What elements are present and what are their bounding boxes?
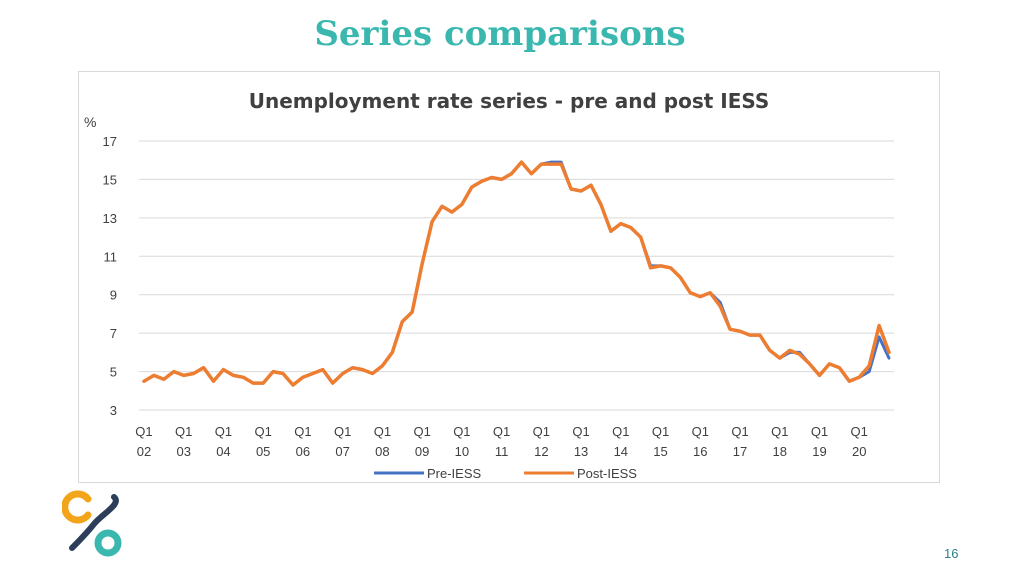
x-tick-year: 09	[415, 444, 429, 459]
x-tick-year: 05	[256, 444, 270, 459]
x-tick-quarter: Q1	[572, 424, 589, 439]
x-tick-year: 10	[455, 444, 469, 459]
x-tick-year: 13	[574, 444, 588, 459]
series-lines	[144, 162, 889, 385]
y-axis-ticks: 3 5 7 9 11 13 15 17	[103, 134, 117, 418]
x-tick-quarter: Q1	[731, 424, 748, 439]
x-tick-year: 16	[693, 444, 707, 459]
x-tick-quarter: Q1	[692, 424, 709, 439]
chart-frame: Unemployment rate series - pre and post …	[78, 71, 940, 483]
legend: Pre-IESS Post-IESS	[374, 466, 637, 481]
x-tick-year: 02	[137, 444, 151, 459]
x-tick-year: 15	[653, 444, 667, 459]
x-tick-quarter: Q1	[493, 424, 510, 439]
x-tick-quarter: Q1	[255, 424, 272, 439]
x-tick-quarter: Q1	[413, 424, 430, 439]
x-tick-year: 14	[614, 444, 628, 459]
x-tick-year: 18	[773, 444, 787, 459]
x-tick-year: 04	[216, 444, 230, 459]
x-tick-year: 11	[495, 444, 509, 459]
x-tick-quarter: Q1	[294, 424, 311, 439]
legend-label: Post-IESS	[577, 466, 637, 481]
x-tick-quarter: Q1	[771, 424, 788, 439]
y-tick-label: 7	[110, 326, 117, 341]
x-tick-year: 06	[296, 444, 310, 459]
y-tick-label: 9	[110, 288, 117, 303]
slide-title: Series comparisons	[0, 14, 1000, 54]
logo-icon	[62, 490, 126, 560]
x-tick-year: 07	[335, 444, 349, 459]
x-tick-quarter: Q1	[374, 424, 391, 439]
line-chart: Unemployment rate series - pre and post …	[79, 72, 939, 482]
x-tick-quarter: Q1	[453, 424, 470, 439]
legend-label: Pre-IESS	[427, 466, 482, 481]
chart-title: Unemployment rate series - pre and post …	[249, 89, 770, 113]
x-tick-year: 17	[733, 444, 747, 459]
x-tick-year: 03	[176, 444, 190, 459]
y-tick-label: 3	[110, 403, 117, 418]
x-tick-quarter: Q1	[175, 424, 192, 439]
x-tick-quarter: Q1	[334, 424, 351, 439]
y-axis-label: %	[84, 114, 96, 130]
series-line-post-iess	[144, 162, 889, 385]
x-tick-year: 19	[812, 444, 826, 459]
y-tick-label: 5	[110, 365, 117, 380]
legend-item: Post-IESS	[524, 466, 637, 481]
x-tick-quarter: Q1	[811, 424, 828, 439]
y-tick-label: 11	[104, 249, 118, 264]
x-axis-ticks: Q102Q103Q104Q105Q106Q107Q108Q109Q110Q111…	[135, 424, 868, 459]
x-tick-quarter: Q1	[135, 424, 152, 439]
x-tick-year: 20	[852, 444, 866, 459]
page-number: 16	[944, 546, 958, 561]
x-tick-year: 08	[375, 444, 389, 459]
x-tick-quarter: Q1	[851, 424, 868, 439]
x-tick-quarter: Q1	[652, 424, 669, 439]
y-tick-label: 15	[103, 172, 117, 187]
y-tick-label: 17	[103, 134, 117, 149]
series-line-pre-iess	[144, 162, 889, 385]
gridlines	[139, 141, 894, 410]
legend-item: Pre-IESS	[374, 466, 482, 481]
x-tick-quarter: Q1	[612, 424, 629, 439]
x-tick-quarter: Q1	[533, 424, 550, 439]
x-tick-year: 12	[534, 444, 548, 459]
y-tick-label: 13	[103, 211, 117, 226]
x-tick-quarter: Q1	[215, 424, 232, 439]
